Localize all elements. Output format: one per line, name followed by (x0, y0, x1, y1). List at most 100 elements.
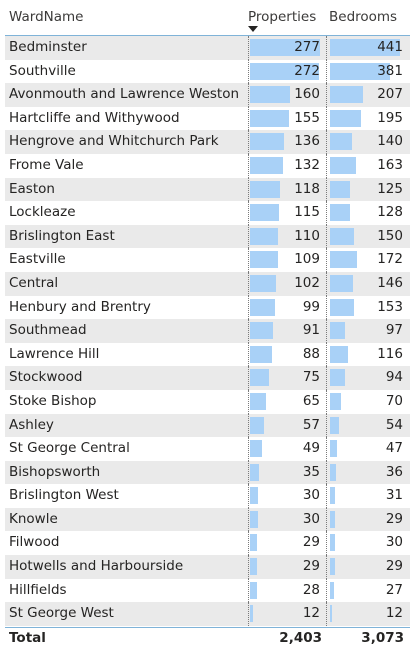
properties-cell: 115 (248, 201, 325, 225)
table-row[interactable]: Hotwells and Harbourside 29 29 (5, 555, 410, 579)
properties-bar (250, 274, 276, 292)
column-divider (248, 578, 249, 603)
properties-value: 65 (302, 392, 320, 409)
column-divider (248, 295, 249, 320)
column-divider (248, 248, 249, 272)
ward-name: Bedminster (9, 39, 87, 55)
properties-value: 160 (294, 86, 320, 103)
ward-name: Hillfields (9, 581, 67, 598)
properties-value: 132 (294, 156, 320, 173)
ward-name: Stoke Bishop (9, 392, 97, 409)
properties-value: 35 (302, 463, 320, 480)
properties-value: 118 (294, 180, 320, 197)
column-divider (326, 460, 327, 485)
table-row[interactable]: Hengrove and Whitchurch Park 136 140 (5, 130, 410, 154)
table-row[interactable]: Bishopsworth 35 36 (5, 460, 410, 485)
column-divider (326, 83, 327, 107)
table-row[interactable]: Frome Vale 132 163 (5, 153, 410, 178)
column-divider (248, 271, 249, 296)
properties-bar (250, 581, 258, 599)
column-divider (248, 83, 249, 107)
bedrooms-cell: 97 (326, 319, 408, 343)
table-row[interactable]: Lockleaze 115 128 (5, 201, 410, 225)
table-row[interactable]: Hillfields 28 27 (5, 578, 410, 603)
column-divider (248, 201, 249, 225)
table-row[interactable]: Eastville 109 172 (5, 248, 410, 272)
bedrooms-value: 381 (377, 62, 403, 79)
properties-bar (250, 369, 269, 387)
bedrooms-bar (330, 605, 332, 623)
properties-bar (250, 86, 291, 104)
column-divider (326, 484, 327, 508)
properties-cell: 88 (248, 343, 325, 367)
bedrooms-value: 195 (377, 109, 403, 126)
properties-bar (250, 62, 319, 80)
table-row[interactable]: Filwood 29 30 (5, 531, 410, 556)
bedrooms-value: 54 (385, 416, 403, 433)
properties-cell: 136 (248, 130, 325, 154)
properties-bar (250, 392, 267, 410)
table-row[interactable]: St George Central 49 47 (5, 437, 410, 461)
properties-bar (250, 322, 273, 340)
table-row[interactable]: Avonmouth and Lawrence Weston 160 207 (5, 83, 410, 107)
properties-cell: 102 (248, 272, 325, 296)
properties-bar (250, 510, 258, 528)
bedrooms-bar (330, 534, 335, 552)
column-header-wardname[interactable]: WardName (9, 9, 84, 25)
column-header-bedrooms[interactable]: Bedrooms (329, 9, 398, 25)
table-row[interactable]: Southmead 91 97 (5, 319, 410, 343)
bedrooms-cell: 27 (326, 579, 408, 603)
column-divider (326, 271, 327, 296)
properties-cell: 109 (248, 248, 325, 272)
table-row[interactable]: Knowle 30 29 (5, 507, 410, 532)
column-divider (326, 319, 327, 343)
table-body: Bedminster 277 441 Southville 272 381 Avonmout… (5, 36, 410, 626)
bedrooms-cell: 163 (326, 154, 408, 178)
bedrooms-value: 47 (385, 440, 403, 457)
column-divider (248, 555, 249, 579)
properties-cell: 132 (248, 154, 325, 178)
table-row[interactable]: St George West 12 12 (5, 602, 410, 626)
table-row[interactable]: Brislington West 30 31 (5, 484, 410, 508)
bedrooms-bar (330, 558, 335, 576)
table-row[interactable]: Stoke Bishop 65 70 (5, 389, 410, 414)
column-divider (248, 389, 249, 414)
column-divider (248, 224, 249, 249)
bedrooms-bar (330, 416, 339, 434)
bedrooms-cell: 140 (326, 130, 408, 154)
properties-bar (250, 605, 254, 623)
table-row[interactable]: Brislington East 110 150 (5, 224, 410, 249)
bedrooms-value: 125 (377, 180, 403, 197)
properties-value: 91 (302, 322, 320, 339)
column-divider (248, 106, 249, 131)
table-row[interactable]: Henbury and Brentry 99 153 (5, 295, 410, 320)
bedrooms-value: 12 (385, 605, 403, 622)
table-row[interactable]: Lawrence Hill 88 116 (5, 342, 410, 367)
column-divider (326, 59, 327, 84)
bedrooms-bar (330, 251, 358, 269)
column-header-properties[interactable]: Properties (248, 9, 317, 25)
bedrooms-value: 150 (377, 227, 403, 244)
properties-cell: 12 (248, 602, 325, 626)
properties-value: 88 (302, 345, 320, 362)
column-divider (248, 342, 249, 367)
table-row[interactable]: Hartcliffe and Withywood 155 195 (5, 106, 410, 131)
bedrooms-cell: 29 (326, 555, 408, 579)
table-row[interactable]: Easton 118 125 (5, 177, 410, 202)
table-row[interactable]: Central 102 146 (5, 271, 410, 296)
properties-bar (250, 345, 273, 363)
properties-cell: 155 (248, 107, 325, 131)
properties-value: 277 (294, 39, 320, 55)
table-row[interactable]: Stockwood 75 94 (5, 366, 410, 390)
properties-bar (250, 487, 258, 505)
properties-cell: 49 (248, 437, 325, 461)
table-row[interactable]: Southville 272 381 (5, 59, 410, 84)
properties-cell: 75 (248, 366, 325, 390)
bedrooms-bar (330, 227, 354, 245)
bedrooms-value: 128 (377, 204, 403, 221)
ward-name: Hotwells and Harbourside (9, 558, 184, 575)
bedrooms-value: 207 (377, 86, 403, 103)
table-row[interactable]: Ashley 57 54 (5, 413, 410, 438)
properties-value: 57 (302, 416, 320, 433)
table-row[interactable]: Bedminster 277 441 (5, 36, 410, 60)
